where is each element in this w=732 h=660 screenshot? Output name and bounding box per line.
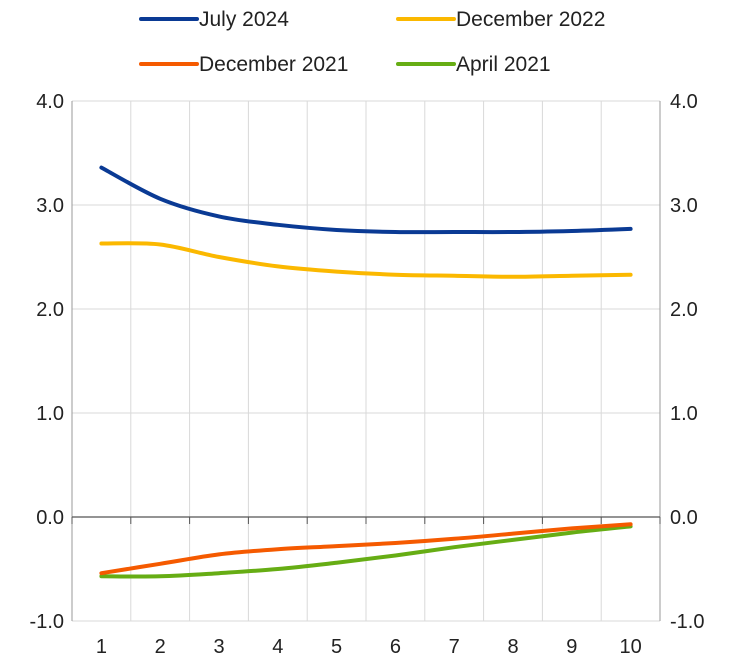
y-tick-label-right: 0.0 bbox=[670, 507, 698, 529]
y-tick-label-left: 4.0 bbox=[36, 91, 64, 113]
x-tick-label: 3 bbox=[213, 636, 224, 658]
gridlines bbox=[72, 100, 660, 622]
x-tick-label: 1 bbox=[96, 636, 107, 658]
legend-label-april-2021: April 2021 bbox=[456, 53, 551, 76]
y-tick-label-right: 4.0 bbox=[670, 91, 698, 113]
legend-label-july-2024: July 2024 bbox=[199, 8, 289, 31]
y-tick-label-left: 3.0 bbox=[36, 195, 64, 217]
y-tick-label-left: 0.0 bbox=[36, 507, 64, 529]
y-tick-label-right: -1.0 bbox=[670, 611, 704, 633]
series-line-december-2021 bbox=[99, 522, 633, 576]
series-line-july-2024 bbox=[99, 165, 633, 235]
series-line-december-2022 bbox=[99, 241, 633, 279]
y-tick-label-right: 3.0 bbox=[670, 195, 698, 217]
x-tick-label: 2 bbox=[155, 636, 166, 658]
series-lines bbox=[99, 165, 633, 579]
legend-label-december-2022: December 2022 bbox=[456, 8, 605, 31]
x-tick-label: 10 bbox=[619, 636, 641, 658]
x-tick-label: 8 bbox=[507, 636, 518, 658]
legend: July 2024 December 2022 December 2021 April… bbox=[139, 8, 605, 76]
x-tick-label: 9 bbox=[566, 636, 577, 658]
y-tick-label-left: -1.0 bbox=[30, 611, 64, 633]
x-tick-label: 4 bbox=[272, 636, 283, 658]
y-tick-label-right: 2.0 bbox=[670, 299, 698, 321]
y-tick-label-left: 1.0 bbox=[36, 403, 64, 425]
y-tick-label-right: 1.0 bbox=[670, 403, 698, 425]
x-tick-label: 5 bbox=[331, 636, 342, 658]
x-tick-label: 6 bbox=[390, 636, 401, 658]
series-line-april-2021 bbox=[99, 524, 633, 579]
x-tick-label: 7 bbox=[449, 636, 460, 658]
y-tick-label-left: 2.0 bbox=[36, 299, 64, 321]
legend-label-december-2021: December 2021 bbox=[199, 53, 348, 76]
tick-labels: -1.0 -1.0 0.0 0.0 1.0 1.0 2.0 2.0 3.0 3.0 4.0 4.0 1 2… bbox=[30, 91, 705, 658]
axes bbox=[71, 101, 661, 621]
